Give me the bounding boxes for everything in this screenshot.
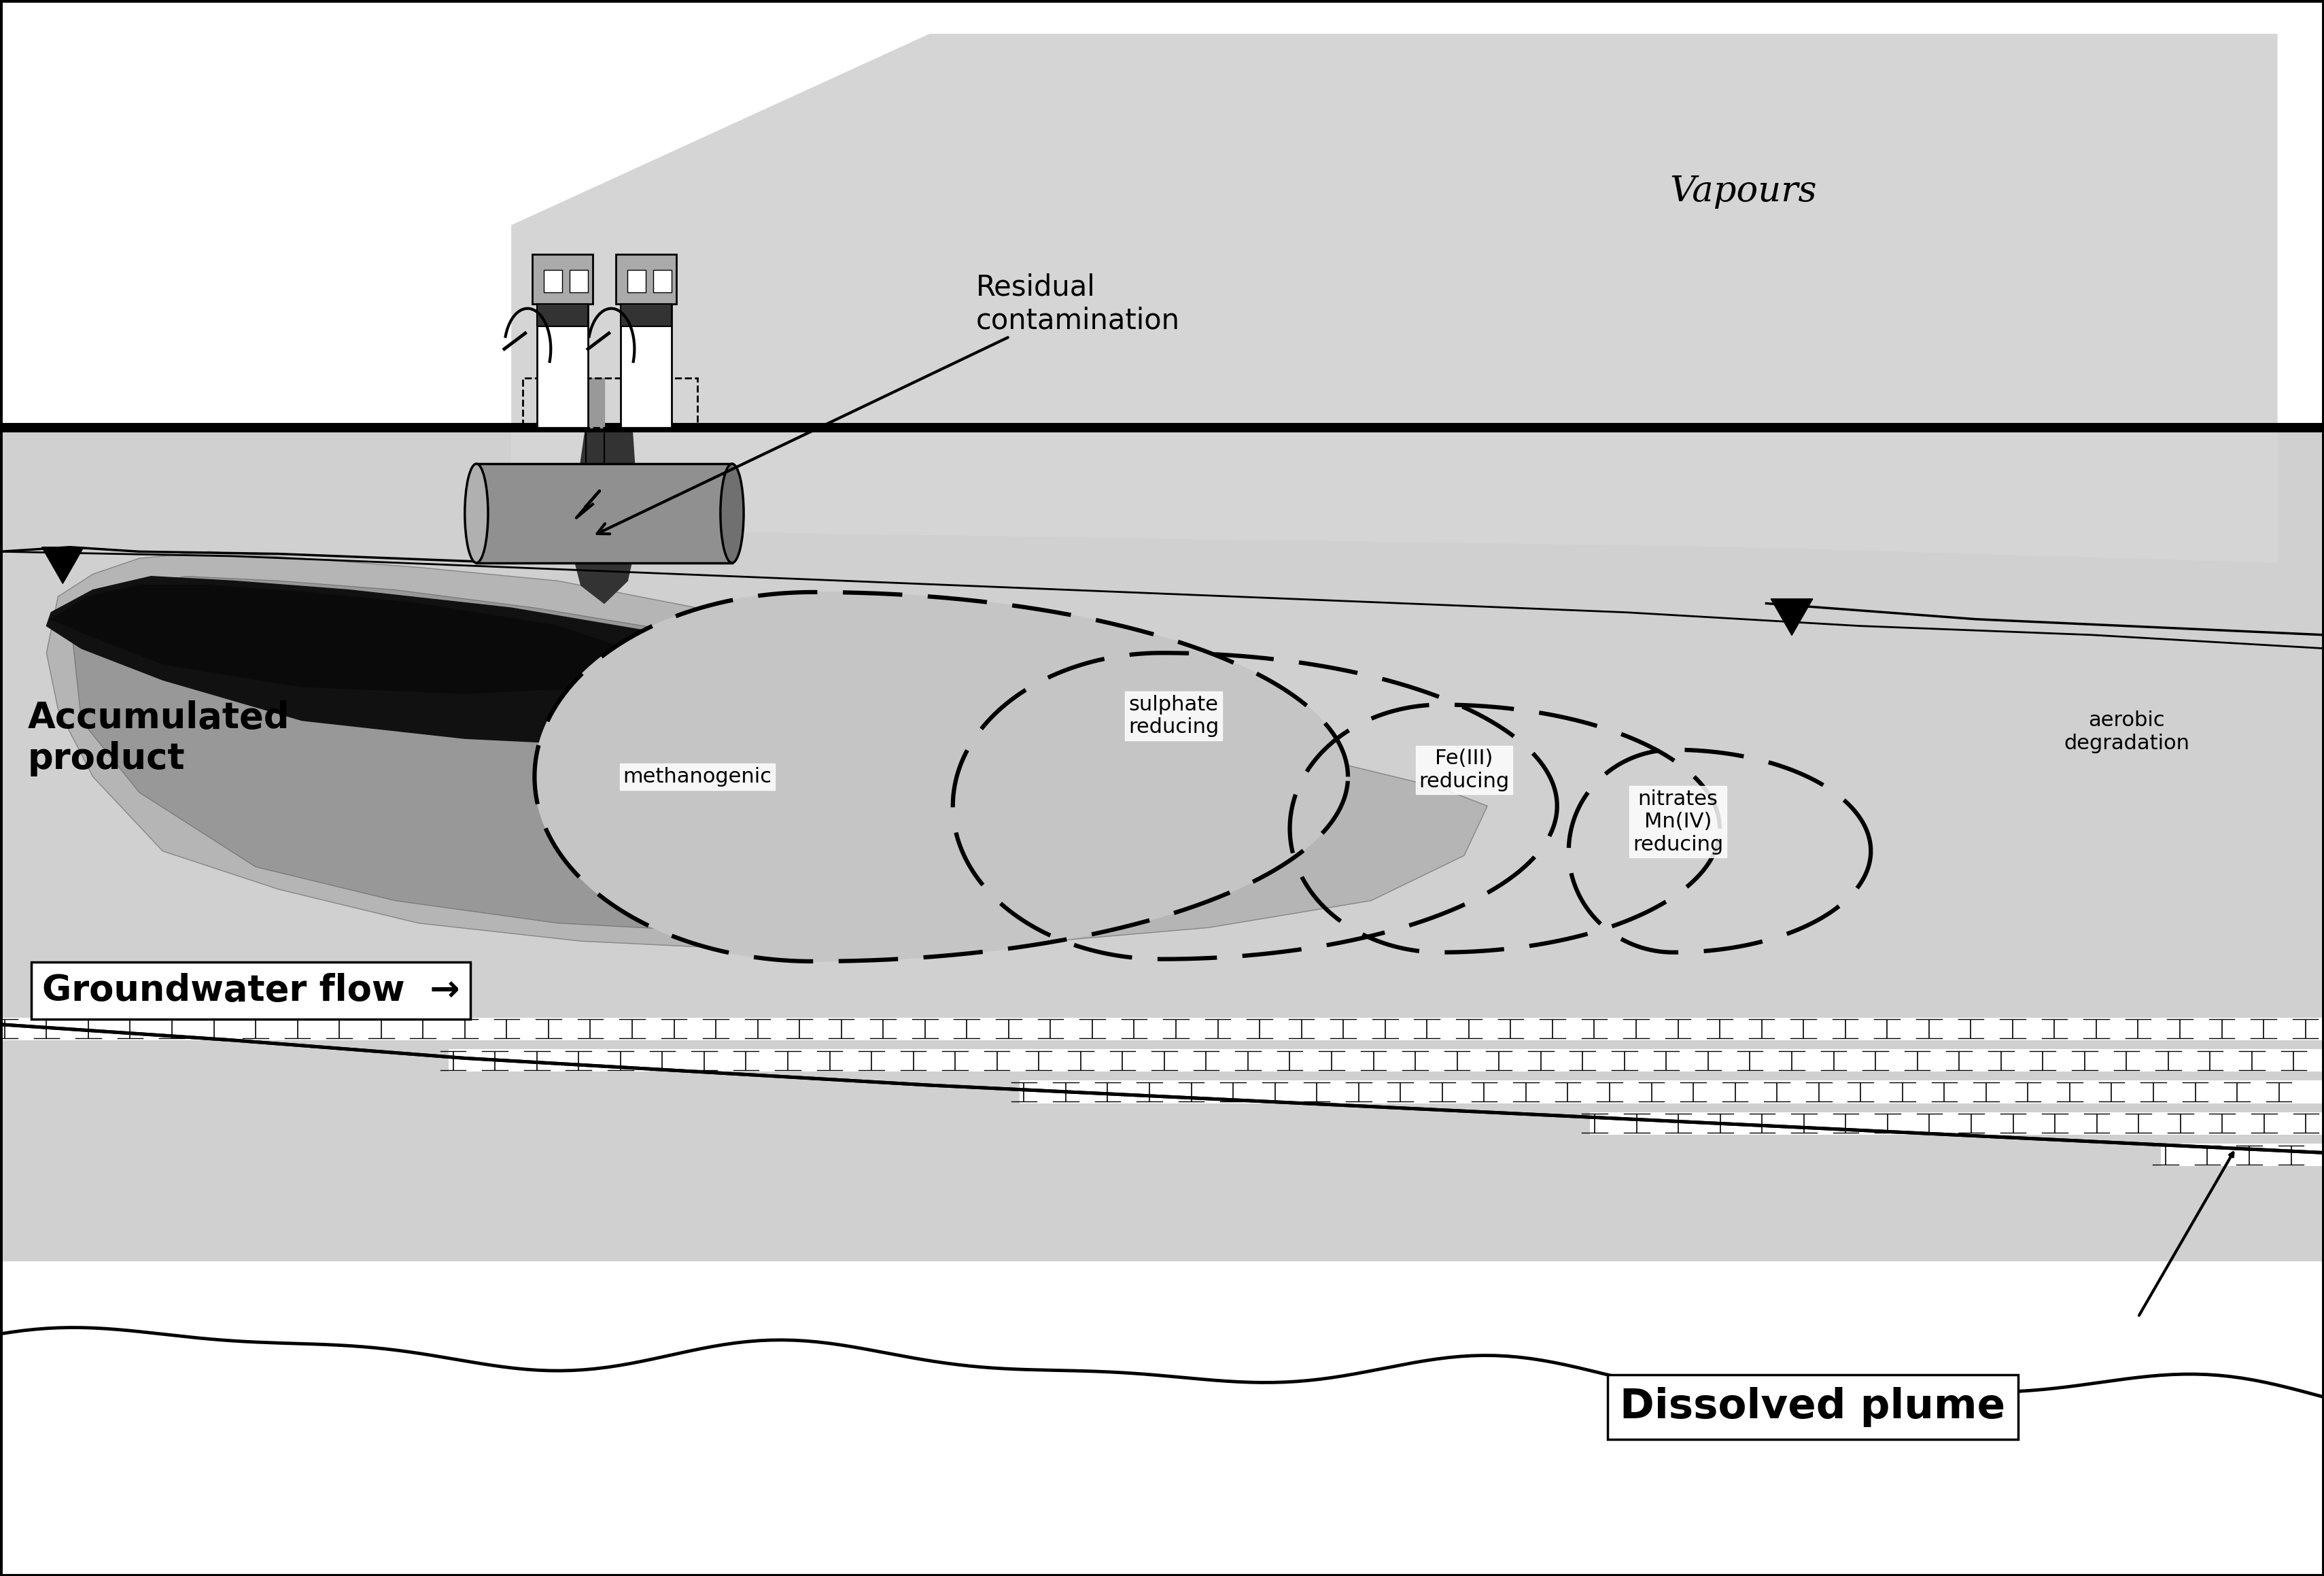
Bar — [1020, 1081, 2324, 1103]
Text: Accumulated
product: Accumulated product — [28, 700, 290, 777]
Polygon shape — [535, 593, 1348, 961]
Text: Vapours: Vapours — [1669, 173, 1817, 208]
Text: methanogenic: methanogenic — [623, 768, 772, 786]
Polygon shape — [46, 552, 1487, 950]
Polygon shape — [586, 378, 604, 427]
Bar — [0, 0, 2324, 427]
Bar — [621, 304, 672, 427]
Text: Groundwater flow  →: Groundwater flow → — [42, 972, 460, 1009]
Text: sulphate
reducing: sulphate reducing — [1129, 695, 1218, 738]
Bar — [532, 254, 593, 304]
Bar — [0, 427, 2324, 1261]
Polygon shape — [511, 427, 2278, 563]
Polygon shape — [569, 427, 639, 604]
Bar — [1590, 1113, 2324, 1135]
Bar — [537, 304, 588, 326]
Bar — [544, 269, 562, 293]
Polygon shape — [42, 547, 84, 583]
Bar — [621, 304, 672, 326]
Ellipse shape — [720, 463, 744, 563]
Text: Residual
contamination: Residual contamination — [597, 273, 1181, 534]
Polygon shape — [511, 33, 2278, 427]
Bar — [449, 1050, 2324, 1072]
Bar — [2161, 1144, 2324, 1166]
Bar — [569, 269, 588, 293]
Polygon shape — [51, 585, 651, 693]
Bar — [0, 1018, 2324, 1040]
Bar — [476, 463, 732, 563]
Bar — [627, 269, 646, 293]
Bar — [616, 254, 676, 304]
Text: aerobic
degradation: aerobic degradation — [2064, 711, 2189, 753]
Bar — [653, 269, 672, 293]
Ellipse shape — [465, 463, 488, 563]
Polygon shape — [70, 577, 1301, 935]
Bar — [523, 378, 697, 427]
Text: Fe(III)
reducing: Fe(III) reducing — [1420, 749, 1508, 791]
Text: nitrates
Mn(IV)
reducing: nitrates Mn(IV) reducing — [1634, 790, 1722, 854]
Polygon shape — [46, 577, 883, 747]
Text: Dissolved plume: Dissolved plume — [1620, 1387, 2006, 1428]
Bar — [537, 304, 588, 427]
Polygon shape — [1771, 599, 1813, 635]
